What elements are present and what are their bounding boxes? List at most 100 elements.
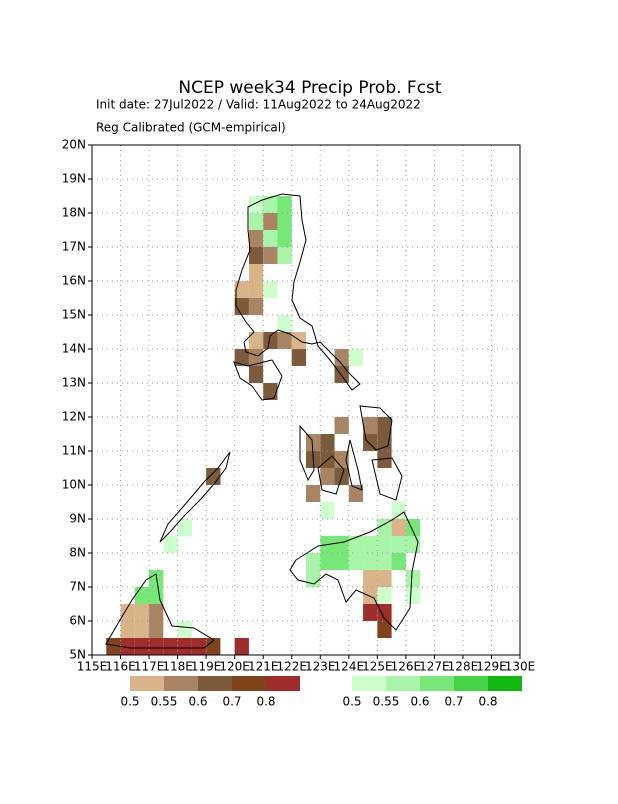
- grid-cell: [348, 553, 364, 570]
- grid-cell: [334, 536, 349, 553]
- coastline: [235, 193, 361, 391]
- x-tick-label: 118E: [162, 660, 193, 674]
- x-tick-label: 117E: [134, 660, 165, 674]
- grid-cell: [134, 621, 150, 638]
- chart-title: NCEP week34 Precip Prob. Fcst: [178, 78, 442, 98]
- grid-cell: [306, 485, 321, 502]
- grid-cell: [120, 621, 135, 638]
- grid-cell: [263, 196, 278, 213]
- grid-cell: [248, 247, 264, 264]
- colorbar-box: [198, 676, 232, 691]
- grid-cell: [277, 213, 292, 230]
- colorbar-box: [232, 676, 266, 691]
- colorbar-label: 0.7: [222, 695, 241, 709]
- y-tick-label: 10N: [62, 478, 86, 492]
- grid-cell: [248, 213, 264, 230]
- grid-cell: [377, 536, 392, 553]
- y-tick-label: 12N: [62, 410, 86, 424]
- x-tick-label: 127E: [419, 660, 450, 674]
- grid-cell: [306, 553, 321, 570]
- colorbar-label: 0.55: [151, 695, 178, 709]
- colorbar-box: [130, 676, 164, 691]
- x-tick-label: 121E: [248, 660, 279, 674]
- grid-cell: [191, 638, 207, 655]
- grid-cell: [248, 366, 264, 383]
- y-tick-label: 15N: [62, 308, 86, 322]
- grid-cell: [277, 247, 292, 264]
- grid-cell: [320, 468, 335, 485]
- grid-cell: [206, 468, 221, 485]
- grid-cell: [334, 417, 349, 434]
- grid-cell: [134, 587, 150, 604]
- colorbar-label: 0.8: [256, 695, 275, 709]
- grid-cell: [277, 315, 292, 332]
- y-tick-label: 16N: [62, 274, 86, 288]
- grid-cell: [377, 621, 392, 638]
- colorbar-label: 0.6: [410, 695, 429, 709]
- x-tick-label: 124E: [334, 660, 365, 674]
- colorbar-box: [164, 676, 198, 691]
- y-tick-label: 20N: [62, 138, 86, 152]
- y-tick-label: 11N: [62, 444, 86, 458]
- grid-cell: [320, 434, 335, 451]
- x-tick-label: 119E: [191, 660, 222, 674]
- colorbar-box: [488, 676, 522, 691]
- grid-cell: [248, 298, 264, 315]
- grid-cell: [363, 417, 378, 434]
- x-tick-label: 125E: [362, 660, 393, 674]
- grid-cell: [263, 230, 278, 247]
- grid-cell: [377, 451, 392, 468]
- grid-cell: [377, 553, 392, 570]
- grid-cell: [163, 638, 178, 655]
- colorbar-box: [386, 676, 420, 691]
- grid-cell: [177, 519, 192, 536]
- grid-cell: [263, 332, 278, 349]
- grid-cell: [248, 332, 264, 349]
- grid-cell: [248, 196, 264, 213]
- grid-cell: [348, 349, 364, 366]
- coastline: [289, 511, 419, 631]
- grid-cell: [163, 536, 178, 553]
- grid-cell: [277, 230, 292, 247]
- cells: [106, 196, 421, 655]
- x-tick-label: 115E: [77, 660, 108, 674]
- grid-cell: [248, 349, 264, 366]
- note: Reg Calibrated (GCM-empirical): [96, 121, 286, 135]
- grid-cell: [134, 638, 150, 655]
- y-tick-label: 8N: [69, 546, 86, 560]
- grid-cell: [248, 281, 264, 298]
- grid-cell: [306, 434, 321, 451]
- grid-cell: [391, 536, 406, 553]
- grid-cell: [248, 230, 264, 247]
- grid-cell: [263, 213, 278, 230]
- x-tick-label: 116E: [105, 660, 136, 674]
- grid-cell: [106, 638, 121, 655]
- coastlines: [105, 193, 419, 649]
- grid-cell: [234, 298, 249, 315]
- grid-cell: [177, 638, 192, 655]
- y-tick-label: 18N: [62, 206, 86, 220]
- grid-cell: [177, 621, 192, 638]
- grid-cell: [334, 349, 349, 366]
- x-tick-label: 123E: [305, 660, 336, 674]
- grid-cell: [149, 621, 164, 638]
- x-tick-label: 122E: [276, 660, 307, 674]
- coastline: [299, 424, 315, 482]
- colorbar-label: 0.55: [373, 695, 400, 709]
- grid-cell: [391, 553, 406, 570]
- grid-cell: [363, 553, 378, 570]
- x-tick-label: 129E: [476, 660, 507, 674]
- grid-cell: [391, 502, 406, 519]
- grid-cell: [120, 638, 135, 655]
- y-tick-label: 13N: [62, 376, 86, 390]
- colorbar-label: 0.5: [120, 695, 139, 709]
- colorbar-box: [352, 676, 386, 691]
- grid-cell: [306, 570, 321, 587]
- coastline: [159, 451, 231, 543]
- coastline: [371, 457, 403, 501]
- x-tick-label: 130E: [505, 660, 536, 674]
- grid-cell: [334, 553, 349, 570]
- colorbar-box: [420, 676, 454, 691]
- y-tick-label: 17N: [62, 240, 86, 254]
